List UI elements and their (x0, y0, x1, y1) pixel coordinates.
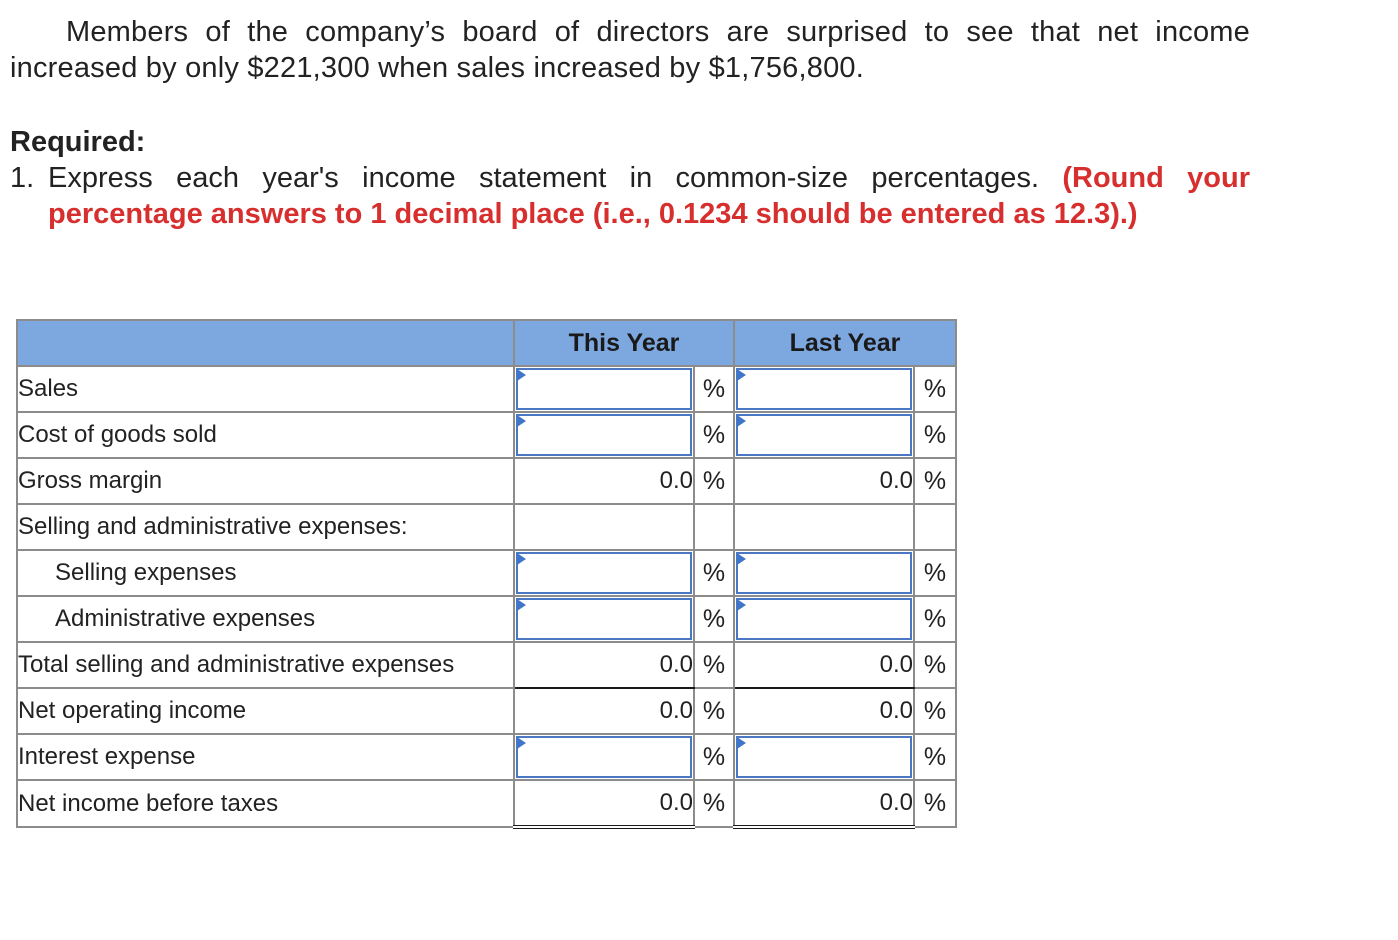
row-net-income-before-taxes: Net income before taxes 0.0 % 0.0 % (16, 779, 957, 829)
row-total-sga: Total selling and administrative expense… (16, 641, 957, 689)
requirement-text-line: Express each year's income statement in … (48, 160, 1250, 196)
header-blank (16, 319, 515, 367)
row-label: Net operating income (16, 687, 515, 735)
header-row: This Year Last Year (16, 319, 957, 367)
cogs-this-year-input[interactable] (513, 411, 695, 459)
percent-sign: % (913, 457, 957, 505)
rounding-note-start: (Round your (1062, 162, 1250, 194)
sales-this-year-input[interactable] (513, 365, 695, 413)
percent-sign: % (693, 457, 735, 505)
percent-sign: % (913, 595, 957, 643)
requirement-1: 1. Express each year's income statement … (10, 160, 1250, 232)
row-label: Selling and administrative expenses: (16, 503, 515, 551)
row-interest-expense: Interest expense % % (16, 733, 957, 781)
input-marker-icon (737, 553, 746, 565)
col-this-year: This Year (513, 319, 735, 367)
total-sga-last-year: 0.0 (733, 641, 915, 689)
intro-line-1: Members of the company’s board of direct… (66, 16, 1250, 48)
percent-sign: % (693, 779, 735, 828)
selling-last-year-input[interactable] (733, 549, 915, 597)
gross-margin-this-year: 0.0 (513, 457, 695, 505)
problem-intro: Members of the company’s board of direct… (10, 14, 1250, 86)
noi-last-year: 0.0 (733, 687, 915, 735)
input-marker-icon (517, 737, 526, 749)
selling-this-year-input[interactable] (513, 549, 695, 597)
percent-sign: % (913, 365, 957, 413)
row-selling-expenses: Selling expenses % % (16, 549, 957, 597)
input-marker-icon (737, 737, 746, 749)
col-last-year: Last Year (733, 319, 957, 367)
requirement-text: Express each year's income statement in … (48, 162, 1039, 194)
percent-sign: % (693, 411, 735, 459)
net-income-this-year: 0.0 (513, 779, 695, 829)
row-label: Cost of goods sold (16, 411, 515, 459)
row-administrative-expenses: Administrative expenses % % (16, 595, 957, 643)
input-marker-icon (517, 369, 526, 381)
input-marker-icon (517, 553, 526, 565)
intro-line-2: increased by only $221,300 when sales in… (10, 52, 864, 84)
empty-cell (513, 503, 695, 551)
input-marker-icon (737, 599, 746, 611)
total-sga-this-year: 0.0 (513, 641, 695, 689)
percent-sign: % (913, 687, 957, 735)
percent-sign: % (693, 549, 735, 597)
input-marker-icon (737, 369, 746, 381)
empty-cell (913, 503, 957, 551)
row-label: Interest expense (16, 733, 515, 781)
percent-sign: % (913, 779, 957, 828)
row-label: Selling expenses (16, 549, 515, 597)
requirement-number: 1. (10, 162, 35, 194)
percent-sign: % (693, 595, 735, 643)
noi-this-year: 0.0 (513, 687, 695, 735)
common-size-table: This Year Last Year Sales % % Cost of go… (16, 319, 957, 829)
percent-sign: % (913, 411, 957, 459)
row-gross-margin: Gross margin 0.0 % 0.0 % (16, 457, 957, 505)
percent-sign: % (693, 365, 735, 413)
row-label: Sales (16, 365, 515, 413)
row-label: Net income before taxes (16, 779, 515, 828)
required-heading: Required: (10, 126, 146, 158)
row-cogs: Cost of goods sold % % (16, 411, 957, 459)
row-sales: Sales % % (16, 365, 957, 413)
admin-last-year-input[interactable] (733, 595, 915, 643)
row-label: Gross margin (16, 457, 515, 505)
interest-last-year-input[interactable] (733, 733, 915, 781)
percent-sign: % (693, 733, 735, 781)
row-label: Total selling and administrative expense… (16, 641, 515, 689)
gross-margin-last-year: 0.0 (733, 457, 915, 505)
input-marker-icon (737, 415, 746, 427)
percent-sign: % (913, 549, 957, 597)
input-marker-icon (517, 599, 526, 611)
empty-cell (693, 503, 735, 551)
admin-this-year-input[interactable] (513, 595, 695, 643)
cogs-last-year-input[interactable] (733, 411, 915, 459)
row-label: Administrative expenses (16, 595, 515, 643)
input-marker-icon (517, 415, 526, 427)
net-income-last-year: 0.0 (733, 779, 915, 829)
row-net-operating-income: Net operating income 0.0 % 0.0 % (16, 687, 957, 735)
percent-sign: % (913, 733, 957, 781)
percent-sign: % (913, 641, 957, 689)
row-sga-heading: Selling and administrative expenses: (16, 503, 957, 551)
percent-sign: % (693, 641, 735, 689)
interest-this-year-input[interactable] (513, 733, 695, 781)
percent-sign: % (693, 687, 735, 735)
sales-last-year-input[interactable] (733, 365, 915, 413)
rounding-note: percentage answers to 1 decimal place (i… (48, 198, 1138, 230)
empty-cell (733, 503, 915, 551)
